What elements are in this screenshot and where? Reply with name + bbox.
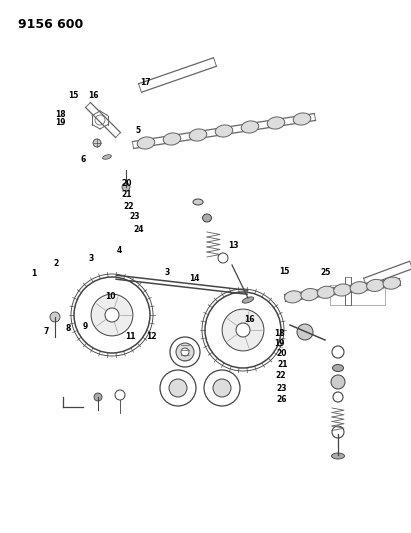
Text: 22: 22 [275,371,286,379]
Text: 5: 5 [136,126,141,134]
Ellipse shape [383,277,401,289]
Text: 1: 1 [31,269,36,278]
Ellipse shape [367,279,384,292]
Text: 12: 12 [146,333,157,341]
Text: 16: 16 [245,316,255,324]
Circle shape [213,379,231,397]
Ellipse shape [215,125,233,137]
Circle shape [169,379,187,397]
Circle shape [94,393,102,401]
Text: 16: 16 [88,92,99,100]
Ellipse shape [203,214,212,222]
Text: 23: 23 [129,213,140,221]
Text: 19: 19 [275,339,285,348]
Circle shape [50,312,60,322]
Text: 4: 4 [117,246,122,255]
Text: 3: 3 [164,269,170,277]
Text: 24: 24 [134,225,144,233]
Ellipse shape [284,291,302,303]
Ellipse shape [293,113,311,125]
Ellipse shape [242,297,254,303]
Text: 14: 14 [189,274,200,282]
Text: 2: 2 [53,260,59,268]
Circle shape [331,375,345,389]
Text: 15: 15 [279,268,290,276]
Text: 23: 23 [276,384,287,392]
Text: 9: 9 [82,322,88,330]
Text: 18: 18 [275,329,285,337]
Text: 15: 15 [68,92,78,100]
Circle shape [122,183,130,191]
Circle shape [236,323,250,337]
Circle shape [176,343,194,361]
Text: 19: 19 [55,118,66,127]
Text: 20: 20 [276,350,287,358]
Text: 20: 20 [121,180,132,188]
Ellipse shape [241,121,259,133]
Ellipse shape [334,284,351,296]
Ellipse shape [332,365,344,372]
Ellipse shape [350,281,368,294]
Ellipse shape [137,137,155,149]
Ellipse shape [189,129,207,141]
Circle shape [93,139,101,147]
Text: 17: 17 [140,78,150,87]
Text: 11: 11 [125,333,136,341]
Circle shape [181,348,189,356]
Text: 26: 26 [276,395,287,403]
Ellipse shape [267,117,285,129]
Text: 25: 25 [321,269,331,277]
Text: 3: 3 [88,254,94,263]
Text: 18: 18 [55,110,66,118]
Text: 6: 6 [80,156,85,164]
Text: 9156 600: 9156 600 [18,18,83,31]
Text: 13: 13 [228,241,239,249]
Ellipse shape [163,133,181,145]
Ellipse shape [301,288,319,301]
Ellipse shape [193,199,203,205]
Circle shape [297,324,313,340]
Text: 10: 10 [105,293,115,301]
Text: 22: 22 [123,203,134,211]
Text: 21: 21 [121,190,132,199]
Text: 8: 8 [66,325,71,333]
Text: 7: 7 [43,327,48,336]
Ellipse shape [103,155,111,159]
Circle shape [222,309,264,351]
Circle shape [105,308,119,322]
Circle shape [91,294,133,336]
Text: 21: 21 [277,360,288,369]
Ellipse shape [317,286,335,298]
Bar [330,285,385,305]
Ellipse shape [332,453,344,459]
